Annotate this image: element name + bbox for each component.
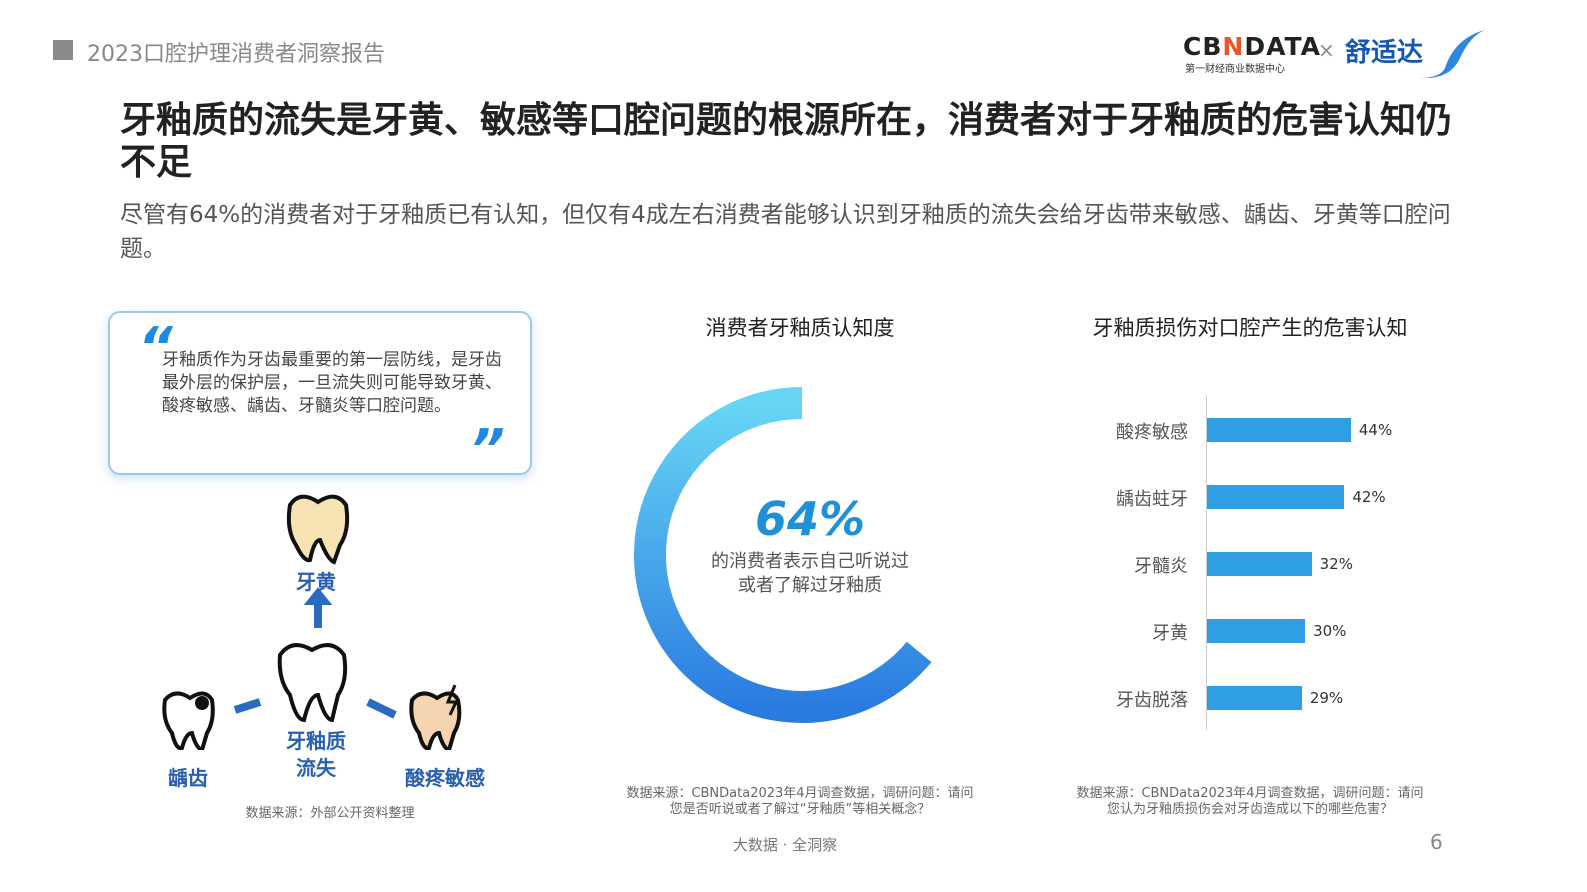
bar: [1207, 418, 1351, 442]
bar-axis: [1206, 395, 1207, 730]
bar-value-label: 30%: [1313, 622, 1347, 640]
label-sensitivity: 酸疼敏感: [405, 766, 485, 790]
partner-logo: 舒适达: [1345, 38, 1424, 68]
bar-value-label: 44%: [1358, 421, 1393, 439]
donut-source: 数据来源：CBNData2023年4月调查数据，调研问题：请问 您是否听说或者了解…: [626, 786, 974, 817]
bar-value-label: 32%: [1319, 555, 1353, 573]
left-source: 数据来源：外部公开资料整理: [245, 806, 415, 821]
header-square: [53, 40, 73, 60]
page-subtitle: 尽管有64%的消费者对于牙釉质已有认知，但仅有4成左右消费者能够认识到牙釉质的流…: [120, 202, 1451, 262]
report-title: 2023口腔护理消费者洞察报告: [87, 42, 385, 67]
cbndata-logo: CBNDATA: [1183, 32, 1321, 61]
white-tooth-icon: [277, 643, 348, 723]
arrow-right-icon: [366, 698, 397, 719]
cavity-tooth-icon: [162, 691, 215, 750]
quote-close-icon: ”: [470, 418, 505, 481]
donut-caption-2: 或者了解过牙釉质: [738, 575, 882, 596]
bar-category-label: 牙髓炎: [1134, 556, 1188, 577]
bar-title: 牙釉质损伤对口腔产生的危害认知: [1092, 316, 1408, 340]
page-title: 牙釉质的流失是牙黄、敏感等口腔问题的根源所在，消费者对于牙釉质的危害认知仍不足: [120, 100, 1453, 183]
footer-slogan: 大数据 · 全洞察: [732, 836, 838, 854]
bar-source: 数据来源：CBNData2023年4月调查数据，调研问题：请问 您认为牙釉质损伤会…: [1076, 786, 1424, 817]
donut-value: 64%: [754, 492, 866, 546]
bar: [1207, 686, 1302, 710]
quote-open-icon: “: [138, 316, 173, 379]
page-number: 6: [1430, 830, 1443, 854]
donut-caption: 的消费者表示自己听说过 或者了解过牙釉质: [680, 550, 940, 598]
bar: [1207, 552, 1312, 576]
times-sign: ×: [1318, 38, 1335, 62]
swoosh-icon: [1420, 30, 1485, 79]
donut-caption-1: 的消费者表示自己听说过: [711, 551, 909, 572]
bar-category-label: 龋齿蛀牙: [1116, 489, 1188, 510]
bar-value-label: 29%: [1309, 689, 1344, 707]
cbndata-logo-sub: 第一财经商业数据中心: [1185, 64, 1285, 75]
quote-box: “ 牙釉质作为牙齿最重要的第一层防线，是牙齿最外层的保护层，一旦流失则可能导致牙…: [108, 311, 532, 481]
arrow-up-icon: [303, 587, 333, 628]
sensitive-tooth-icon: [409, 684, 462, 750]
bar-value-label: 42%: [1352, 488, 1386, 506]
label-enamel-loss: 牙釉质流失: [286, 729, 346, 780]
bar-category-label: 牙齿脱落: [1116, 690, 1188, 711]
arrow-left-icon: [233, 698, 262, 714]
bar-category-label: 酸疼敏感: [1116, 422, 1188, 443]
bar: [1207, 619, 1306, 643]
quote-text: 牙釉质作为牙齿最重要的第一层防线，是牙齿最外层的保护层，一旦流失则可能导致牙黄、…: [162, 350, 502, 416]
bar: [1207, 485, 1345, 509]
donut-chart: [634, 387, 932, 723]
yellow-tooth-icon: [286, 494, 350, 565]
label-yellow: 牙黄: [296, 570, 336, 594]
label-cavity: 龋齿: [168, 766, 208, 790]
donut-title: 消费者牙釉质认知度: [705, 316, 895, 340]
bar-category-label: 牙黄: [1152, 623, 1188, 644]
teeth-diagram: [162, 494, 462, 750]
donut-arc: [634, 387, 932, 723]
